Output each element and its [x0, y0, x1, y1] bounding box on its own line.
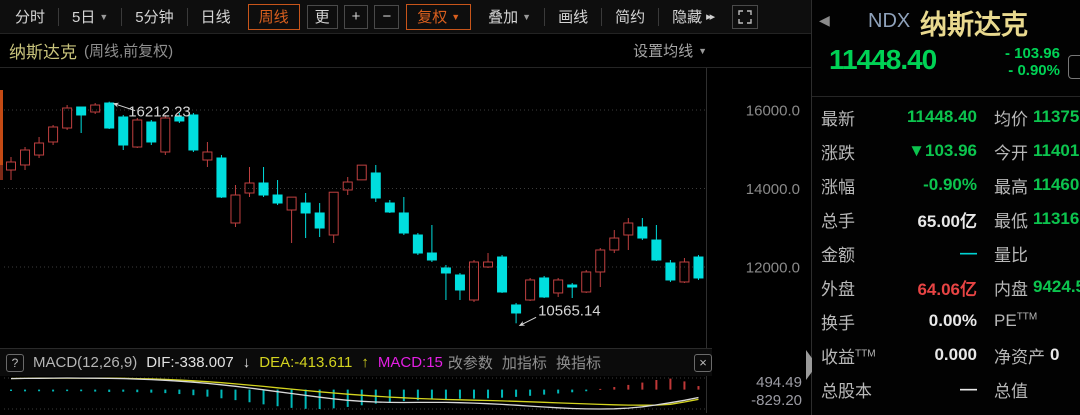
macd-axis-max: 494.49: [756, 374, 802, 391]
toolbar-separator: [658, 7, 660, 26]
macd-params: MACD(12,26,9): [33, 354, 138, 371]
double-arrow-icon: ▸▸: [706, 11, 715, 23]
tab-5min[interactable]: 5分钟: [122, 4, 186, 30]
zoom-out-button[interactable]: −: [374, 4, 400, 29]
toolbar: 分时 5日 ▼ 5分钟 日线 周线 更 + − 复权 ▼ 叠加 ▼ 画线 简约 隐藏 ▸…: [0, 0, 811, 34]
chart-region: 分时 5日 ▼ 5分钟 日线 周线 更 + − 复权 ▼ 叠加 ▼ 画线 简约 隐藏 ▸…: [0, 0, 811, 413]
switch-indicator-link[interactable]: 换指标: [555, 355, 601, 372]
arrow-down-icon: ↓: [242, 354, 251, 371]
chart-title: 纳斯达克: [9, 43, 77, 62]
symbol-code: NDX: [868, 10, 911, 32]
panel-divider: [811, 0, 812, 415]
close-icon[interactable]: ×: [694, 353, 712, 372]
zoom-in-button[interactable]: +: [343, 4, 369, 29]
dea-value: DEA:-413.611: [259, 354, 353, 371]
tab-weekly[interactable]: 周线: [247, 3, 300, 30]
svg-text:14000.0: 14000.0: [746, 181, 800, 198]
fullscreen-icon: [738, 9, 752, 24]
change-percent: - 0.90%: [1008, 62, 1060, 79]
chevron-down-icon: ▼: [522, 11, 532, 22]
dif-value: DIF:-338.007: [146, 354, 234, 371]
chevron-down-icon: ▼: [451, 11, 461, 22]
toolbar-separator: [58, 7, 60, 26]
ma-settings-button[interactable]: 设置均线 ▼: [633, 43, 707, 60]
svg-text:12000.0: 12000.0: [746, 259, 800, 276]
toolbar-separator: [186, 7, 188, 26]
quote-row: 外盘 64.06亿 内盘 9424.5: [821, 277, 1080, 299]
edge-button-partial[interactable]: [1068, 55, 1080, 79]
panel-collapse-handle[interactable]: [806, 350, 817, 380]
candlestick-chart[interactable]: 16000.0 14000.0 12000.0 16212.23 10565.14: [0, 68, 810, 348]
adjust-mode-button[interactable]: 复权 ▼: [406, 3, 472, 30]
symbol-name: 纳斯达克: [920, 10, 1028, 40]
toolbar-separator: [601, 7, 603, 26]
macd-axis-min: -829.20: [751, 392, 802, 409]
hide-button[interactable]: 隐藏 ▸▸: [659, 4, 726, 30]
quote-row: 涨幅 -0.90% 最高 11460: [821, 175, 1080, 197]
tab-5day[interactable]: 5日 ▼: [59, 4, 121, 30]
price-change: - 103.96 - 0.90%: [982, 45, 1060, 79]
chevron-down-icon: ▼: [99, 11, 109, 22]
back-icon[interactable]: ◀: [819, 12, 830, 28]
chevron-down-icon: ▼: [698, 45, 707, 56]
edge-candle-strip: [0, 90, 3, 165]
change-params-link[interactable]: 改参数: [447, 355, 493, 372]
svg-text:10565.14: 10565.14: [538, 302, 601, 319]
macd-indicator-bar: ? MACD(12,26,9) DIF:-338.007 ↓ DEA:-413.…: [0, 348, 712, 376]
help-icon[interactable]: ?: [6, 353, 24, 372]
last-price: 11448.40: [829, 44, 937, 75]
chart-header: 纳斯达克 (周线,前复权) 设置均线 ▼: [0, 34, 811, 68]
quote-row: 最新 11448.40 均价 11375: [821, 107, 1080, 129]
quote-row: 金额 — 量比: [821, 243, 1028, 265]
quote-row: 涨跌 ▼103.96 今开 11401: [821, 141, 1080, 163]
arrow-up-icon: ↑: [361, 354, 369, 371]
quote-grid: 最新 11448.40 均价 11375 涨跌 ▼103.96 今开 11401…: [812, 100, 1080, 406]
quote-header: ◀ NDX 纳斯达克 11448.40 - 103.96 - 0.90%: [812, 0, 1080, 97]
macd-chart[interactable]: [0, 376, 810, 413]
simple-mode-button[interactable]: 简约: [602, 4, 658, 30]
quote-panel: ◀ NDX 纳斯达克 11448.40 - 103.96 - 0.90% 最新 …: [812, 0, 1080, 415]
quote-row: 总股本 — 总值: [821, 379, 1028, 401]
chart-subtitle: (周线,前复权): [84, 43, 174, 60]
fullscreen-button[interactable]: [732, 4, 759, 29]
quote-row: 总手 65.00亿 最低 11316: [821, 209, 1080, 231]
tab-daily[interactable]: 日线: [188, 4, 244, 30]
svg-text:16000.0: 16000.0: [746, 103, 800, 120]
toolbar-separator: [544, 7, 546, 26]
quote-row: 换手 0.00% PETTM: [821, 311, 1038, 333]
draw-line-button[interactable]: 画线: [545, 4, 601, 30]
quote-row: 收益TTM 0.000 净资产 0: [821, 345, 1060, 367]
macd-value: MACD:15: [377, 354, 443, 371]
toolbar-separator: [121, 7, 123, 26]
change-value: - 103.96: [1004, 45, 1060, 62]
overlay-button[interactable]: 叠加 ▼: [475, 4, 544, 30]
tab-intraday[interactable]: 分时: [2, 4, 58, 30]
more-periods-button[interactable]: 更: [306, 4, 338, 29]
edge-candle-strip-lower: [0, 165, 3, 180]
add-indicator-link[interactable]: 加指标: [501, 355, 547, 372]
svg-text:16212.23: 16212.23: [128, 104, 191, 121]
